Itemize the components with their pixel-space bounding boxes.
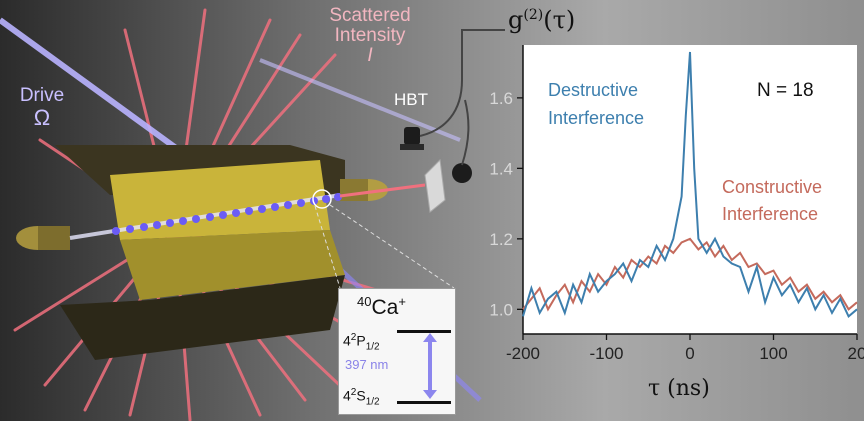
drive-label: Drive Ω [12,86,72,130]
intensity-symbol: I [367,44,373,66]
lower-level-line [397,401,451,404]
detector-left [404,127,420,145]
trap-electrode-top [110,160,330,240]
x-tick-label: 20 [848,344,864,363]
lower-state-label: 42S1/2 [343,387,380,408]
scattered-intensity-text: Scattered Intensity [329,5,411,46]
detector-right [452,163,472,183]
y-tick-label: 1.4 [489,159,513,178]
energy-level-diagram: 40Ca+ 42P1/2 397 nm 42S1/2 [338,288,456,415]
chart-tick-labels: -200 -100 0 100 20 1.0 1.2 1.4 1.6 [489,89,864,363]
ion-label: 40Ca+ [357,294,406,320]
x-tick-label: 0 [685,344,694,363]
series-label-constructive: Constructive [722,177,822,197]
g2-arg: (τ) [543,6,576,34]
beam-splitter [424,158,446,213]
g2-sup: (2) [523,7,544,23]
series-label-destructive-line2: Interference [548,108,644,128]
y-tick-label: 1.2 [489,230,513,249]
ion-chain [112,193,342,235]
x-axis-label: τ (ns) [648,376,710,401]
chart-series [522,51,858,319]
n-annotation: N = 18 [757,80,814,101]
series-label-constructive-line2: Interference [722,204,818,224]
drive-symbol: Ω [33,104,51,130]
x-tick-label: -200 [506,344,540,363]
series-label-destructive: Destructive [548,80,638,100]
upper-state-label: 42P1/2 [343,332,380,353]
zoom-circle [312,189,332,209]
scattered-intensity-label: Scattered Intensity I [300,6,440,66]
series-line-constructive [522,237,858,312]
g2-label: g(2)(τ) [508,6,575,34]
y-tick-label: 1.0 [489,300,513,319]
hbt-cable [419,29,505,137]
g2-main: g [508,6,524,34]
collected-light-beam [339,183,426,198]
wavelength-label: 397 nm [345,357,389,372]
ion-charge: + [398,294,406,309]
x-tick-label: 100 [759,344,787,363]
ion-name: Ca [371,296,399,319]
transition-arrow [423,333,437,399]
drive-text: Drive [19,85,65,106]
hbt-label: HBT [394,90,428,109]
series-line-destructive [522,51,858,319]
trap-electrode-front [60,275,345,360]
y-tick-label: 1.6 [489,89,513,108]
upper-level-line [397,330,451,333]
ion-mass: 40 [357,294,372,309]
chart-axes [517,45,858,340]
x-tick-label: -100 [589,344,623,363]
